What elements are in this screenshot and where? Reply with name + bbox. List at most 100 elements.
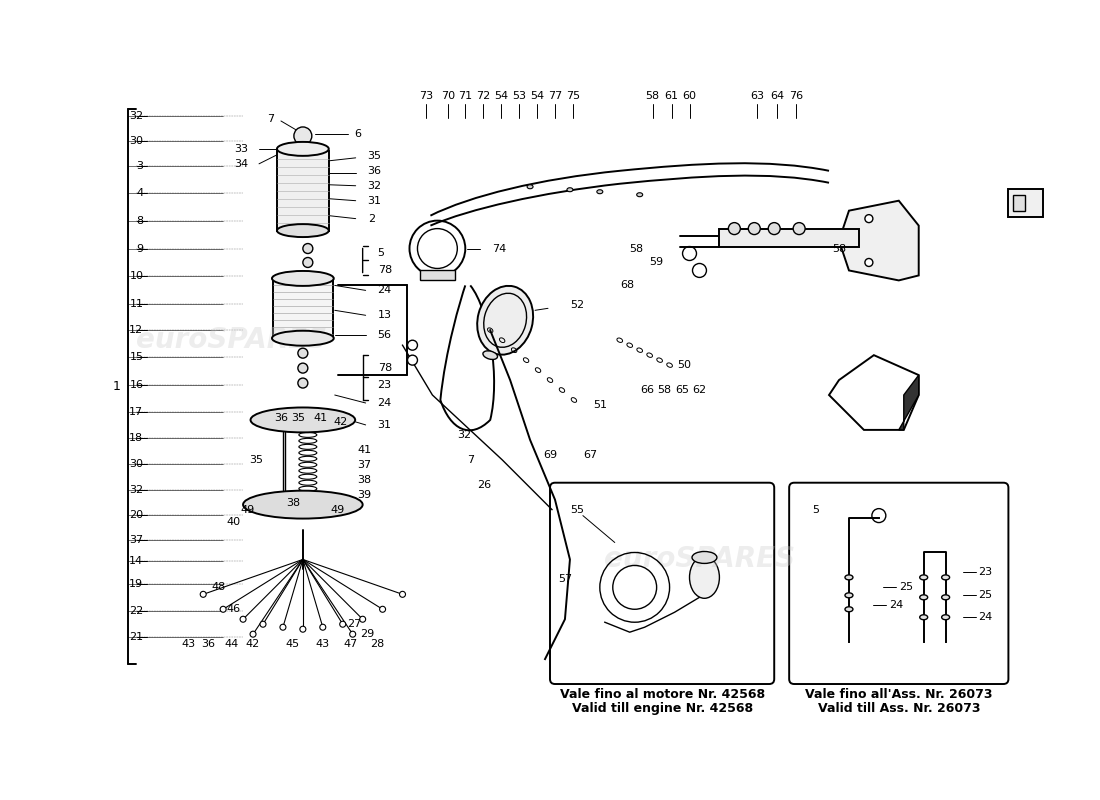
Text: 72: 72 <box>476 91 491 101</box>
Text: 36: 36 <box>367 166 382 176</box>
Circle shape <box>298 378 308 388</box>
Text: 25: 25 <box>899 582 913 592</box>
Text: 32: 32 <box>130 111 143 121</box>
Circle shape <box>298 363 308 373</box>
Text: 13: 13 <box>377 310 392 320</box>
Circle shape <box>407 340 418 350</box>
Text: 78: 78 <box>377 266 392 275</box>
Text: 77: 77 <box>548 91 562 101</box>
Circle shape <box>793 222 805 234</box>
Text: 31: 31 <box>367 196 382 206</box>
Text: 58: 58 <box>629 243 644 254</box>
Text: 49: 49 <box>241 505 255 514</box>
Circle shape <box>220 606 227 612</box>
Circle shape <box>320 624 326 630</box>
Text: 49: 49 <box>331 505 345 514</box>
Text: 44: 44 <box>224 639 239 649</box>
Text: 50: 50 <box>678 360 692 370</box>
Text: 73: 73 <box>419 91 433 101</box>
Text: 12: 12 <box>130 326 143 335</box>
Text: 14: 14 <box>130 557 143 566</box>
Text: 48: 48 <box>211 582 226 592</box>
Circle shape <box>279 624 286 630</box>
Text: 19: 19 <box>130 579 143 590</box>
Circle shape <box>200 591 206 598</box>
Circle shape <box>865 214 873 222</box>
Circle shape <box>300 626 306 632</box>
Text: 56: 56 <box>377 330 392 340</box>
Ellipse shape <box>690 557 719 598</box>
Ellipse shape <box>845 575 853 580</box>
Text: 45: 45 <box>286 639 300 649</box>
Text: 47: 47 <box>343 639 358 649</box>
Bar <box>1013 194 1025 210</box>
Ellipse shape <box>527 185 534 189</box>
Ellipse shape <box>845 593 853 598</box>
Circle shape <box>748 222 760 234</box>
Text: 24: 24 <box>377 286 392 295</box>
Text: 24: 24 <box>979 612 993 622</box>
Text: 58: 58 <box>658 385 672 395</box>
Text: 5: 5 <box>377 247 385 258</box>
Text: 67: 67 <box>583 450 597 460</box>
Text: 65: 65 <box>675 385 690 395</box>
Text: Vale fino all'Ass. Nr. 26073: Vale fino all'Ass. Nr. 26073 <box>805 689 992 702</box>
Polygon shape <box>829 355 918 430</box>
Text: 20: 20 <box>130 510 143 520</box>
Ellipse shape <box>243 490 363 518</box>
Text: 11: 11 <box>130 299 143 310</box>
Circle shape <box>407 355 418 365</box>
Ellipse shape <box>597 190 603 194</box>
Text: 25: 25 <box>979 590 992 600</box>
Text: 8: 8 <box>136 216 143 226</box>
Text: 70: 70 <box>441 91 455 101</box>
Text: 24: 24 <box>889 600 903 610</box>
Text: 5: 5 <box>813 505 820 514</box>
Text: 32: 32 <box>130 485 143 494</box>
Text: euroSPARES: euroSPARES <box>604 546 795 574</box>
Bar <box>1009 189 1043 217</box>
Text: 17: 17 <box>130 407 143 417</box>
Text: 57: 57 <box>558 574 572 584</box>
Text: 55: 55 <box>570 505 584 514</box>
Ellipse shape <box>920 575 927 580</box>
Text: 2: 2 <box>367 214 375 224</box>
Text: 35: 35 <box>290 413 305 423</box>
Text: Valid till Ass. Nr. 26073: Valid till Ass. Nr. 26073 <box>817 702 980 715</box>
Text: 43: 43 <box>316 639 330 649</box>
Text: 37: 37 <box>130 534 143 545</box>
Text: 9: 9 <box>136 243 143 254</box>
Ellipse shape <box>692 551 717 563</box>
Text: 41: 41 <box>358 445 372 455</box>
Text: 33: 33 <box>234 144 249 154</box>
Circle shape <box>399 591 406 598</box>
Text: 58: 58 <box>646 91 660 101</box>
Ellipse shape <box>920 614 927 620</box>
Text: 42: 42 <box>246 639 261 649</box>
Text: 6: 6 <box>354 129 361 139</box>
Ellipse shape <box>920 595 927 600</box>
Text: 28: 28 <box>371 639 385 649</box>
Circle shape <box>294 127 311 145</box>
Ellipse shape <box>277 224 329 237</box>
Text: 24: 24 <box>377 398 392 408</box>
Ellipse shape <box>942 595 949 600</box>
Text: 61: 61 <box>664 91 679 101</box>
Text: 32: 32 <box>458 430 472 440</box>
Text: 32: 32 <box>367 181 382 190</box>
Text: 31: 31 <box>377 420 392 430</box>
Circle shape <box>302 243 312 254</box>
Polygon shape <box>899 375 918 430</box>
Circle shape <box>768 222 780 234</box>
Ellipse shape <box>277 142 329 156</box>
Text: 7: 7 <box>468 454 474 465</box>
Text: 76: 76 <box>789 91 803 101</box>
Text: 41: 41 <box>314 413 328 423</box>
Ellipse shape <box>272 330 333 346</box>
Text: 26: 26 <box>477 480 492 490</box>
Text: 10: 10 <box>130 271 143 282</box>
Circle shape <box>298 348 308 358</box>
FancyBboxPatch shape <box>550 482 774 684</box>
Text: 78: 78 <box>377 363 392 373</box>
Circle shape <box>728 222 740 234</box>
